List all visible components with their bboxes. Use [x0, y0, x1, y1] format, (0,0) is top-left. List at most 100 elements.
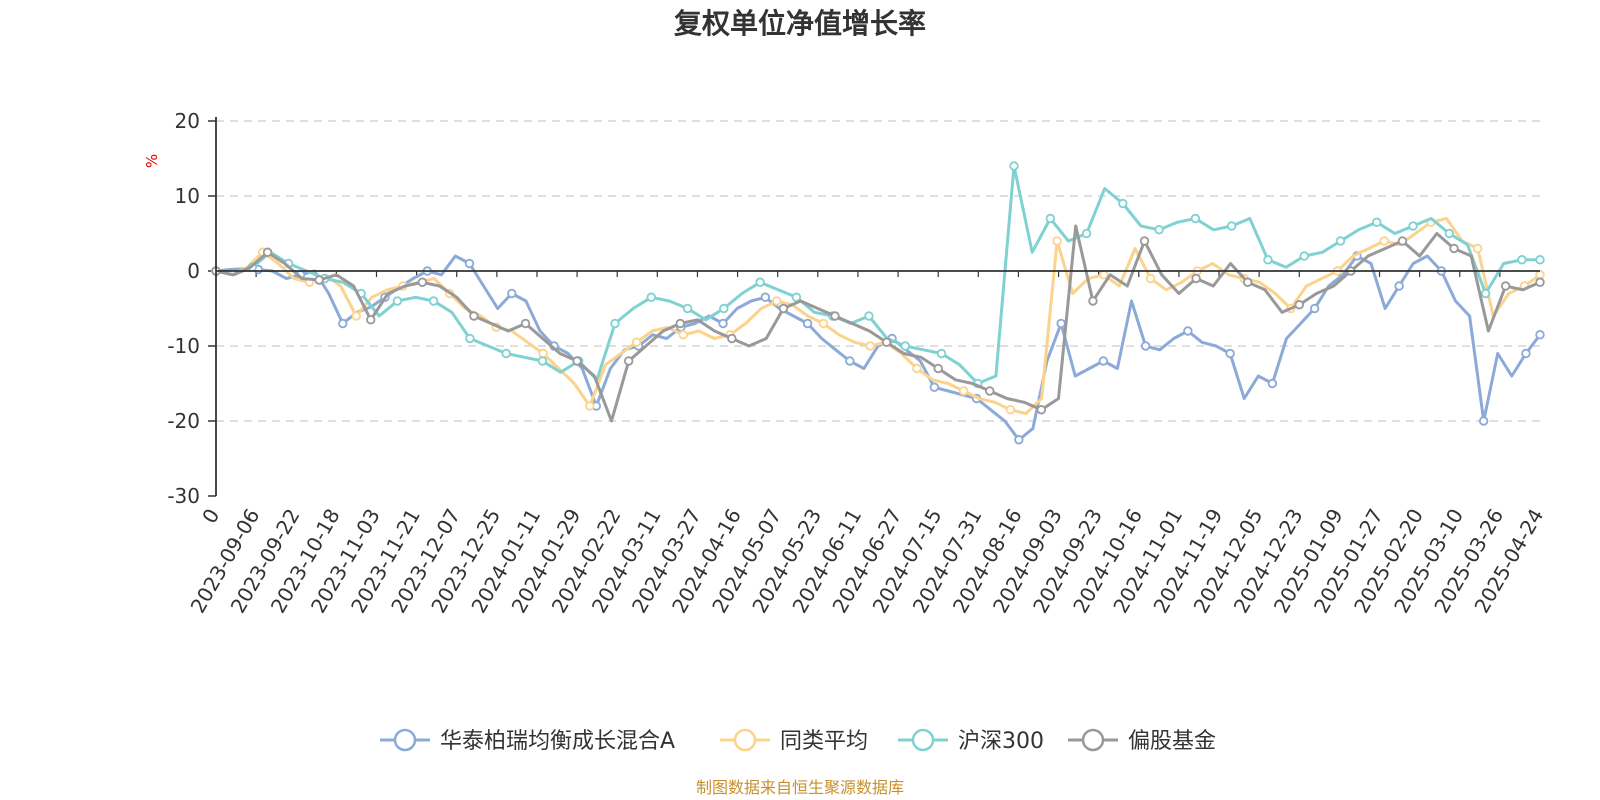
legend-item[interactable]: 偏股基金 [1068, 728, 1216, 754]
data-point [1005, 405, 1016, 415]
data-point [1408, 221, 1418, 231]
data-point [1478, 416, 1489, 426]
series-1 [211, 217, 1545, 415]
data-point [507, 288, 517, 299]
data-point [1517, 255, 1527, 265]
y-tick-label: -20 [167, 409, 200, 433]
y-tick-label: -30 [167, 484, 200, 508]
data-point [1242, 277, 1253, 287]
x-axis-ticks: 02023-09-062023-09-222023-10-182023-11-0… [186, 271, 1548, 617]
data-point [933, 363, 943, 374]
data-point [1098, 356, 1109, 366]
data-point [338, 318, 348, 329]
data-point [623, 356, 634, 366]
data-point [936, 348, 947, 359]
data-point [1267, 378, 1278, 389]
data-point [1009, 161, 1019, 171]
data-point [678, 330, 688, 340]
legend-label: 沪深300 [958, 729, 1044, 754]
data-point [802, 318, 813, 329]
series-line [215, 224, 1541, 423]
data-point [465, 333, 475, 344]
data-point [1226, 221, 1237, 231]
legend-marker [1081, 728, 1105, 752]
legend-marker [733, 728, 757, 752]
data-point [1521, 348, 1531, 359]
legend-label: 华泰柏瑞均衡成长混合A [440, 729, 675, 754]
data-point [719, 303, 729, 314]
data-point [1309, 303, 1320, 314]
legend-item[interactable]: 华泰柏瑞均衡成长混合A [380, 728, 675, 754]
data-point [1014, 435, 1024, 445]
data-point [1449, 243, 1459, 254]
legend-label: 偏股基金 [1128, 729, 1216, 754]
data-point [881, 337, 892, 347]
data-point [1299, 251, 1309, 261]
source-note: 制图数据来自恒生聚源数据库 [696, 778, 904, 797]
legend-item[interactable]: 同类平均 [720, 728, 868, 754]
data-point [610, 318, 620, 329]
data-point [464, 258, 475, 269]
data-point [501, 348, 511, 359]
data-point [469, 311, 479, 321]
data-point [1081, 228, 1092, 239]
data-point [1225, 348, 1235, 359]
x-tick-label: 0 [197, 505, 224, 528]
data-point [865, 341, 875, 351]
data-point [1535, 255, 1545, 265]
data-point [830, 311, 840, 321]
data-point [1190, 213, 1201, 224]
data-point [572, 356, 582, 366]
data-point [1535, 330, 1545, 340]
data-point [864, 311, 874, 321]
data-point [1335, 236, 1346, 246]
y-tick-label: 20 [175, 109, 200, 133]
data-point [1191, 273, 1201, 284]
data-point [718, 318, 728, 329]
data-point [262, 247, 273, 257]
data-point [682, 303, 693, 314]
legend-item[interactable]: 沪深300 [898, 728, 1044, 754]
legend-marker [393, 728, 417, 752]
data-point [1099, 270, 1109, 280]
chart-title: 复权单位净值增长率 [674, 7, 926, 40]
data-point [1045, 213, 1056, 224]
data-point [351, 311, 361, 321]
data-point [1394, 281, 1404, 291]
series-3 [211, 224, 1545, 423]
data-point [1535, 277, 1545, 287]
data-point [985, 386, 995, 396]
data-point [314, 275, 324, 285]
data-point [845, 356, 855, 366]
data-point [1056, 318, 1066, 329]
data-point [675, 318, 685, 329]
data-point [755, 277, 765, 287]
data-point [1139, 236, 1150, 246]
data-point [1379, 236, 1389, 246]
y-axis-ticks: 20 10 0 -10 -20 -30 [167, 109, 216, 508]
data-point [428, 296, 439, 306]
data-point [1480, 288, 1491, 299]
data-point [1154, 225, 1164, 235]
data-point [1118, 198, 1128, 209]
data-point [1145, 273, 1156, 284]
data-point [929, 382, 940, 392]
data-point [791, 292, 802, 302]
data-point [392, 296, 403, 306]
data-point [958, 386, 969, 396]
data-point [727, 333, 737, 344]
data-point [818, 318, 829, 329]
series-layer [211, 161, 1545, 445]
data-point [1535, 270, 1545, 280]
data-point [912, 363, 922, 374]
data-point [760, 292, 771, 302]
y-tick-label: -10 [167, 334, 200, 358]
data-point [1036, 405, 1047, 415]
data-point [1263, 255, 1273, 265]
series-line [215, 217, 1541, 415]
data-point [1444, 228, 1455, 239]
legend-label: 同类平均 [780, 729, 868, 754]
series-0 [211, 251, 1545, 445]
data-point [585, 401, 595, 411]
